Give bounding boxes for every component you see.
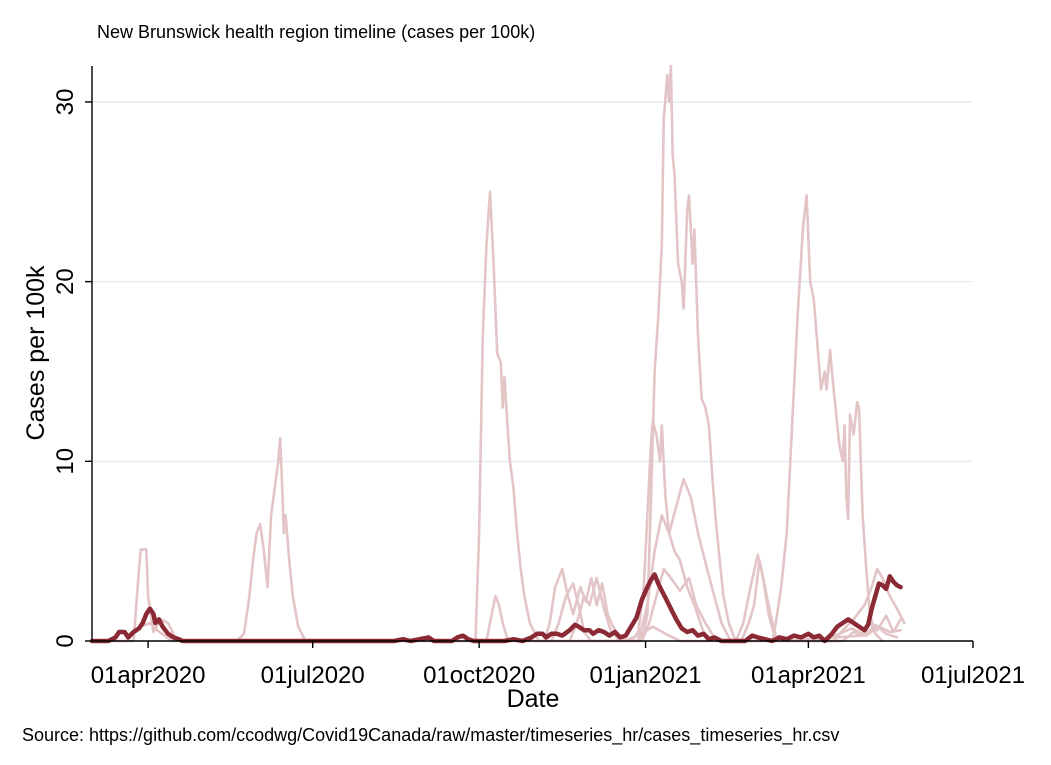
y-tick-label-2: 20 [52,268,79,295]
series-line-2 [542,477,906,643]
y-tick-label-3: 30 [52,89,79,116]
series-lines [89,64,906,644]
x-tick-label-0: 01apr2020 [91,662,206,689]
y-tick-label-1: 10 [52,448,79,475]
x-axis-title: Date [507,685,560,713]
axes [91,66,973,642]
series-line-0 [90,64,884,643]
series-line-1 [485,420,902,643]
series-line-highlight [89,572,903,644]
y-tick-label-0: 0 [52,634,79,647]
x-tick-label-2: 01oct2020 [423,662,535,689]
x-tick-label-3: 01jan2021 [590,662,702,689]
x-tick-label-1: 01jul2020 [261,662,365,689]
gridlines [92,101,973,463]
x-ticks: 01apr2020 01jul2020 01oct2020 01jan2021 01ap… [91,641,1025,689]
source-note: Source: https://github.com/ccodwg/Covid1… [22,725,839,746]
x-tick-label-5: 01jul2021 [921,662,1025,689]
y-axis-title: Cases per 100k [22,265,50,441]
x-tick-label-4: 01apr2021 [751,662,866,689]
series-line-3 [568,567,899,643]
chart-title: New Brunswick health region timeline (ca… [97,22,535,42]
y-ticks: 0 10 20 30 [52,89,92,648]
